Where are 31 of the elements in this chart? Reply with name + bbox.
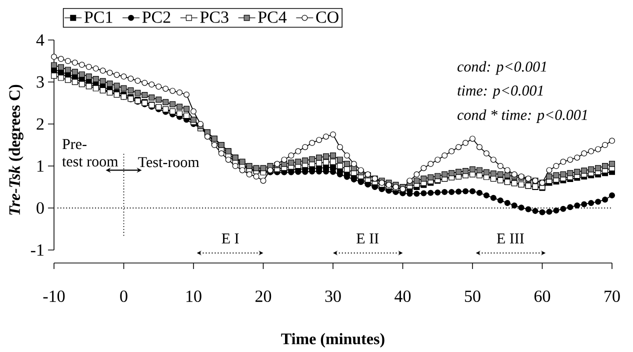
x-tick-label: 0	[120, 290, 128, 302]
x-tick-label: 70	[604, 290, 620, 302]
legend-label: CO	[316, 11, 338, 23]
annotation: test room	[62, 158, 118, 167]
x-tick-label: -10	[43, 290, 65, 302]
annotation: time: p<0.001	[458, 86, 543, 99]
legend-label: PC1	[84, 11, 112, 23]
legend-label: PC2	[142, 11, 170, 23]
x-tick-label: 60	[534, 290, 550, 302]
x-tick-label: 50	[464, 290, 480, 302]
y-tick-label: 2	[36, 118, 44, 130]
y-tick-label: 1	[37, 160, 44, 172]
y-tick-label: 4	[36, 34, 44, 46]
annotation: E III	[496, 234, 524, 244]
x-tick-label: 10	[186, 290, 202, 302]
legend-label: PC3	[200, 11, 228, 23]
annotation: E II	[356, 234, 379, 244]
annotation: cond * time: p<0.001	[458, 109, 587, 124]
y-tick-label: 0	[36, 202, 44, 214]
y-tick-label: -1	[30, 244, 44, 256]
annotation: Test-room	[138, 157, 200, 168]
annotation: E I	[222, 234, 239, 244]
y-axis-title: Tre-Tsk (degrees C)	[8, 84, 24, 215]
x-tick-label: 20	[256, 290, 272, 302]
y-tick-label: 3	[36, 76, 44, 88]
x-tick-label: 40	[394, 290, 411, 302]
annotation: cond: p<0.001	[458, 61, 546, 75]
x-axis-title: Time (minutes)	[281, 333, 384, 348]
x-tick-label: 30	[325, 290, 341, 302]
annotation: Pre-	[62, 139, 86, 150]
legend-label: PC4	[258, 11, 287, 23]
